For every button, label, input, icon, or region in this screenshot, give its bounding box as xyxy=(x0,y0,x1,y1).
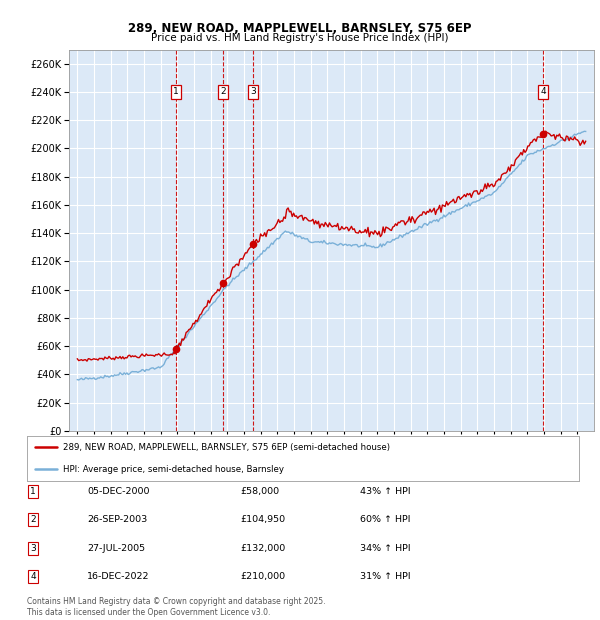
Text: 4: 4 xyxy=(30,572,36,581)
Text: £104,950: £104,950 xyxy=(240,515,285,524)
Text: £210,000: £210,000 xyxy=(240,572,285,581)
Text: Price paid vs. HM Land Registry's House Price Index (HPI): Price paid vs. HM Land Registry's House … xyxy=(151,33,449,43)
Text: 3: 3 xyxy=(30,544,36,552)
Text: 289, NEW ROAD, MAPPLEWELL, BARNSLEY, S75 6EP: 289, NEW ROAD, MAPPLEWELL, BARNSLEY, S75… xyxy=(128,22,472,35)
Text: 1: 1 xyxy=(30,487,36,495)
Text: Contains HM Land Registry data © Crown copyright and database right 2025.
This d: Contains HM Land Registry data © Crown c… xyxy=(27,598,325,617)
Text: 2: 2 xyxy=(30,515,36,524)
Text: HPI: Average price, semi-detached house, Barnsley: HPI: Average price, semi-detached house,… xyxy=(63,465,284,474)
Text: 26-SEP-2003: 26-SEP-2003 xyxy=(87,515,147,524)
Text: 34% ↑ HPI: 34% ↑ HPI xyxy=(360,544,410,552)
Text: £58,000: £58,000 xyxy=(240,487,279,495)
Text: 05-DEC-2000: 05-DEC-2000 xyxy=(87,487,149,495)
Text: 43% ↑ HPI: 43% ↑ HPI xyxy=(360,487,410,495)
Text: 60% ↑ HPI: 60% ↑ HPI xyxy=(360,515,410,524)
Text: 3: 3 xyxy=(250,87,256,97)
Text: £132,000: £132,000 xyxy=(240,544,285,552)
Text: 289, NEW ROAD, MAPPLEWELL, BARNSLEY, S75 6EP (semi-detached house): 289, NEW ROAD, MAPPLEWELL, BARNSLEY, S75… xyxy=(63,443,390,451)
Text: 2: 2 xyxy=(220,87,226,97)
Text: 16-DEC-2022: 16-DEC-2022 xyxy=(87,572,149,581)
Text: 1: 1 xyxy=(173,87,179,97)
Text: 4: 4 xyxy=(541,87,546,97)
Text: 27-JUL-2005: 27-JUL-2005 xyxy=(87,544,145,552)
Text: 31% ↑ HPI: 31% ↑ HPI xyxy=(360,572,410,581)
